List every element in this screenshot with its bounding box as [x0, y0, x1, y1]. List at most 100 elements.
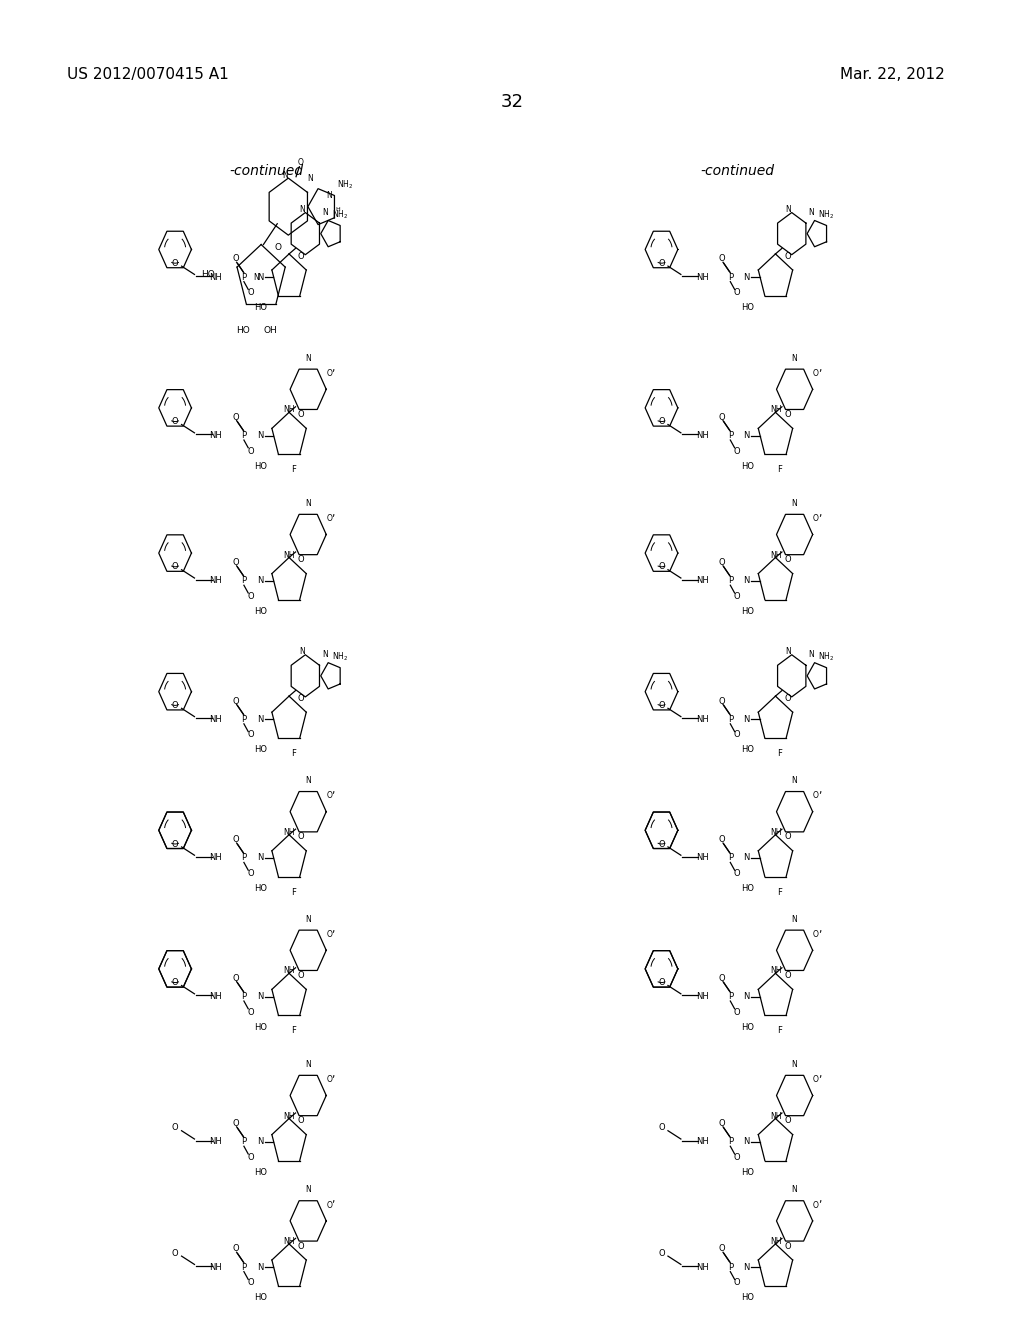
- Text: NH: NH: [696, 715, 709, 723]
- Text: O: O: [658, 562, 665, 572]
- Text: O: O: [172, 259, 178, 268]
- Text: NH$_2$: NH$_2$: [337, 180, 353, 191]
- Text: O: O: [733, 1152, 740, 1162]
- Text: HO: HO: [741, 304, 754, 313]
- Text: N: N: [257, 1138, 263, 1146]
- Text: O: O: [298, 556, 304, 564]
- Text: NH: NH: [210, 854, 222, 862]
- Text: F: F: [291, 466, 296, 474]
- Text: N: N: [257, 432, 263, 440]
- Text: NH: NH: [770, 1111, 781, 1121]
- Text: O: O: [172, 701, 178, 710]
- Text: F: F: [777, 888, 782, 896]
- Text: O: O: [172, 562, 178, 572]
- Text: HO: HO: [741, 462, 754, 471]
- Text: NH: NH: [770, 828, 781, 837]
- Text: P: P: [242, 854, 247, 862]
- Text: O: O: [658, 840, 665, 849]
- Text: O: O: [298, 158, 303, 166]
- Text: P: P: [728, 1263, 733, 1271]
- Text: O: O: [784, 833, 791, 841]
- Text: HO: HO: [255, 462, 267, 471]
- Text: O: O: [784, 694, 791, 702]
- Text: O: O: [813, 931, 818, 939]
- Text: N: N: [792, 776, 798, 785]
- Text: O: O: [719, 558, 725, 568]
- Text: NH$_2$: NH$_2$: [332, 651, 348, 663]
- Text: NH: NH: [696, 1263, 709, 1271]
- Text: O: O: [232, 1245, 239, 1254]
- Text: O: O: [247, 1278, 254, 1287]
- Text: NH: NH: [284, 405, 295, 414]
- Text: O: O: [298, 972, 304, 979]
- Text: O: O: [298, 833, 304, 841]
- Text: O: O: [658, 417, 665, 426]
- Text: O: O: [784, 556, 791, 564]
- Text: N: N: [305, 499, 311, 508]
- Text: N: N: [743, 432, 750, 440]
- Text: NH: NH: [210, 1263, 222, 1271]
- Text: O: O: [232, 558, 239, 568]
- Text: HO: HO: [255, 884, 267, 894]
- Text: NH: NH: [210, 715, 222, 723]
- Text: N: N: [809, 651, 814, 659]
- Text: NH$_2$: NH$_2$: [818, 209, 835, 220]
- Text: F: F: [291, 888, 296, 896]
- Text: NH: NH: [284, 1237, 295, 1246]
- Text: O: O: [784, 972, 791, 979]
- Text: O: O: [813, 792, 818, 800]
- Text: O: O: [172, 417, 178, 426]
- Text: 32: 32: [501, 92, 523, 111]
- Text: HO: HO: [255, 304, 267, 313]
- Text: O: O: [733, 1007, 740, 1016]
- Text: NH: NH: [696, 577, 709, 585]
- Text: O: O: [232, 413, 239, 422]
- Text: ,: ,: [818, 508, 821, 517]
- Text: O: O: [813, 1201, 818, 1209]
- Text: N: N: [792, 354, 798, 363]
- Text: US 2012/0070415 A1: US 2012/0070415 A1: [67, 67, 228, 82]
- Text: O: O: [232, 255, 239, 264]
- Text: ,: ,: [332, 363, 335, 372]
- Text: NH: NH: [770, 550, 781, 560]
- Text: O: O: [327, 1076, 332, 1084]
- Text: NH$_2$: NH$_2$: [818, 651, 835, 663]
- Text: ,: ,: [332, 924, 335, 933]
- Text: NH: NH: [284, 966, 295, 975]
- Text: O: O: [327, 515, 332, 523]
- Text: N: N: [299, 205, 305, 214]
- Text: O: O: [733, 591, 740, 601]
- Text: O: O: [658, 1123, 665, 1133]
- Text: O: O: [658, 1249, 665, 1258]
- Text: O: O: [232, 1119, 239, 1129]
- Text: N: N: [792, 915, 798, 924]
- Text: N: N: [743, 993, 750, 1001]
- Text: HO: HO: [255, 746, 267, 755]
- Text: N: N: [257, 993, 263, 1001]
- Text: O: O: [172, 1249, 178, 1258]
- Text: NH: NH: [210, 577, 222, 585]
- Text: HO: HO: [236, 326, 250, 335]
- Text: OH: OH: [263, 326, 278, 335]
- Text: O: O: [327, 931, 332, 939]
- Text: O: O: [298, 694, 304, 702]
- Text: F: F: [777, 1027, 782, 1035]
- Text: O: O: [813, 515, 818, 523]
- Text: ,: ,: [332, 1195, 335, 1204]
- Text: P: P: [242, 577, 247, 585]
- Text: O: O: [784, 252, 791, 260]
- Text: O: O: [172, 978, 178, 987]
- Text: ,: ,: [332, 508, 335, 517]
- Text: P: P: [242, 715, 247, 723]
- Text: ,: ,: [818, 924, 821, 933]
- Text: N: N: [323, 651, 328, 659]
- Text: O: O: [298, 411, 304, 418]
- Text: F: F: [291, 1027, 296, 1035]
- Text: NH: NH: [696, 432, 709, 440]
- Text: P: P: [728, 715, 733, 723]
- Text: O: O: [172, 840, 178, 849]
- Text: HO: HO: [255, 1023, 267, 1032]
- Text: NH: NH: [696, 993, 709, 1001]
- Text: HO: HO: [741, 1023, 754, 1032]
- Text: NH: NH: [770, 1237, 781, 1246]
